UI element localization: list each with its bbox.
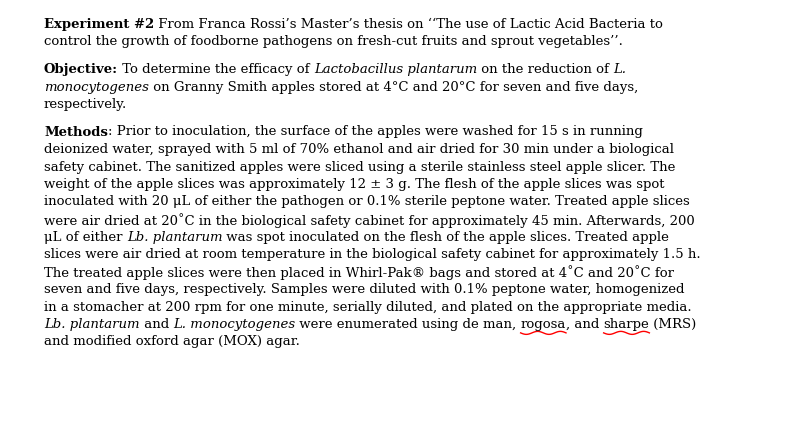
Text: control the growth of foodborne pathogens on fresh-cut fruits and sprout vegetab: control the growth of foodborne pathogen… [44, 36, 623, 48]
Text: Objective:: Objective: [44, 63, 118, 76]
Text: The treated apple slices were then placed in Whirl-Pak® bags and stored at 4˚C a: The treated apple slices were then place… [44, 266, 674, 280]
Text: Lb. plantarum: Lb. plantarum [127, 230, 222, 243]
Text: deionized water, sprayed with 5 ml of 70% ethanol and air dried for 30 min under: deionized water, sprayed with 5 ml of 70… [44, 143, 674, 156]
Text: μL of either: μL of either [44, 230, 127, 243]
Text: (MRS): (MRS) [650, 318, 696, 331]
Text: seven and five days, respectively. Samples were diluted with 0.1% peptone water,: seven and five days, respectively. Sampl… [44, 283, 684, 296]
Text: sharpe: sharpe [604, 318, 650, 331]
Text: were air dried at 20˚C in the biological safety cabinet for approximately 45 min: were air dried at 20˚C in the biological… [44, 213, 695, 228]
Text: : Prior to inoculation, the surface of the apples were washed for 15 s in runnin: : Prior to inoculation, the surface of t… [108, 126, 642, 139]
Text: rogosa: rogosa [520, 318, 566, 331]
Text: , and: , and [566, 318, 604, 331]
Text: on the reduction of: on the reduction of [478, 63, 613, 76]
Text: From Franca Rossi’s Master’s thesis on ‘‘The use of Lactic Acid Bacteria to: From Franca Rossi’s Master’s thesis on ‘… [154, 18, 663, 31]
Text: Lactobacillus plantarum: Lactobacillus plantarum [314, 63, 478, 76]
Text: respectively.: respectively. [44, 98, 127, 111]
Text: safety cabinet. The sanitized apples were sliced using a sterile stainless steel: safety cabinet. The sanitized apples wer… [44, 160, 675, 174]
Text: To determine the efficacy of: To determine the efficacy of [118, 63, 314, 76]
Text: was spot inoculated on the flesh of the apple slices. Treated apple: was spot inoculated on the flesh of the … [222, 230, 669, 243]
Text: Lb. plantarum: Lb. plantarum [44, 318, 140, 331]
Text: slices were air dried at room temperature in the biological safety cabinet for a: slices were air dried at room temperatur… [44, 248, 701, 261]
Text: in a stomacher at 200 rpm for one minute, serially diluted, and plated on the ap: in a stomacher at 200 rpm for one minute… [44, 301, 692, 313]
Text: Methods: Methods [44, 126, 108, 139]
Text: monocytogenes: monocytogenes [44, 80, 149, 94]
Text: L. monocytogenes: L. monocytogenes [173, 318, 295, 331]
Text: and: and [140, 318, 173, 331]
Text: Experiment #2: Experiment #2 [44, 18, 154, 31]
Text: inoculated with 20 μL of either the pathogen or 0.1% sterile peptone water. Trea: inoculated with 20 μL of either the path… [44, 195, 690, 209]
Text: and modified oxford agar (MOX) agar.: and modified oxford agar (MOX) agar. [44, 336, 300, 349]
Text: weight of the apple slices was approximately 12 ± 3 g. The flesh of the apple sl: weight of the apple slices was approxima… [44, 178, 664, 191]
Text: on Granny Smith apples stored at 4°C and 20°C for seven and five days,: on Granny Smith apples stored at 4°C and… [149, 80, 638, 94]
Text: L.: L. [613, 63, 626, 76]
Text: were enumerated using de man,: were enumerated using de man, [295, 318, 520, 331]
